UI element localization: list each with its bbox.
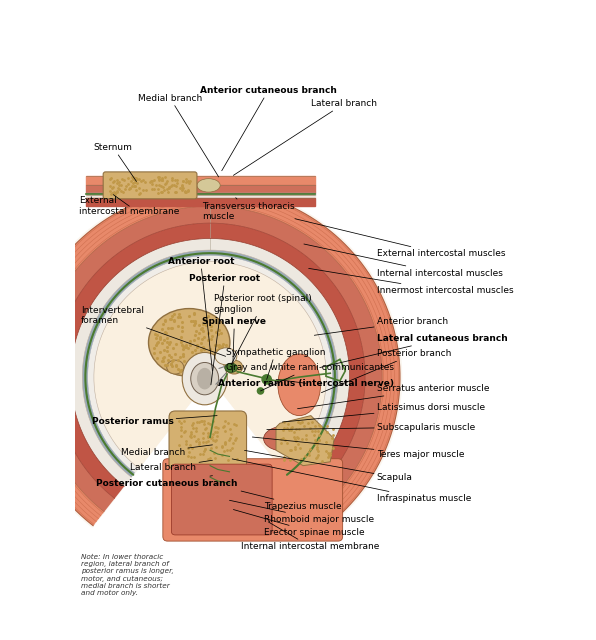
Text: Medial branch: Medial branch [121, 445, 212, 457]
Text: Rhomboid major muscle: Rhomboid major muscle [229, 500, 374, 524]
Text: External
intercostal membrane: External intercostal membrane [79, 195, 179, 216]
Polygon shape [86, 185, 315, 193]
Text: Spinal nerve: Spinal nerve [203, 317, 266, 372]
Polygon shape [86, 193, 315, 195]
Text: Posterior cutaneous branch: Posterior cutaneous branch [96, 476, 238, 488]
Text: Medial branch: Medial branch [138, 94, 219, 177]
Text: Sympathetic ganglion: Sympathetic ganglion [226, 348, 325, 380]
Polygon shape [86, 198, 315, 206]
Polygon shape [86, 176, 315, 185]
Ellipse shape [197, 179, 220, 192]
Text: Serratus anterior muscle: Serratus anterior muscle [297, 384, 489, 409]
Text: Teres major muscle: Teres major muscle [252, 437, 464, 459]
Polygon shape [55, 223, 365, 499]
Polygon shape [82, 250, 338, 477]
Text: Anterior ramus (intercostal nerve): Anterior ramus (intercostal nerve) [218, 379, 394, 388]
Text: Infraspinatus muscle: Infraspinatus muscle [232, 459, 471, 503]
Text: Lateral branch: Lateral branch [234, 99, 377, 175]
Text: Posterior ramus: Posterior ramus [92, 415, 217, 426]
FancyBboxPatch shape [163, 459, 343, 541]
Text: Posterior branch: Posterior branch [321, 349, 451, 392]
Ellipse shape [225, 364, 237, 372]
Ellipse shape [278, 354, 321, 415]
Circle shape [257, 388, 263, 394]
Text: Anterior cutaneous branch: Anterior cutaneous branch [200, 86, 337, 171]
Text: Posterior root (spinal)
ganglion: Posterior root (spinal) ganglion [214, 294, 312, 365]
Ellipse shape [215, 348, 237, 365]
Text: Internal intercostal membrane: Internal intercostal membrane [241, 522, 380, 551]
Text: Internal intercostal muscles: Internal intercostal muscles [304, 244, 502, 278]
Ellipse shape [226, 360, 243, 374]
Text: Transversus thoracis
muscle: Transversus thoracis muscle [203, 198, 295, 221]
Ellipse shape [167, 360, 184, 374]
Text: Anterior root: Anterior root [167, 257, 234, 371]
Text: Note: In lower thoracic
region, lateral branch of
posterior ramus is longer,
mot: Note: In lower thoracic region, lateral … [80, 554, 173, 596]
Text: Innermost intercostal muscles: Innermost intercostal muscles [309, 268, 513, 296]
Ellipse shape [182, 353, 227, 405]
Ellipse shape [299, 449, 331, 468]
Ellipse shape [285, 428, 328, 457]
Ellipse shape [292, 466, 330, 485]
Polygon shape [18, 187, 402, 527]
Polygon shape [71, 239, 350, 486]
Polygon shape [86, 195, 315, 198]
Text: Anterior branch: Anterior branch [314, 317, 448, 335]
Polygon shape [88, 255, 333, 473]
Polygon shape [94, 262, 327, 468]
Text: Latissimus dorsi muscle: Latissimus dorsi muscle [283, 403, 485, 422]
Text: Lateral cutaneous branch: Lateral cutaneous branch [320, 334, 508, 367]
Text: Gray and white rami communicantes: Gray and white rami communicantes [226, 364, 393, 391]
Text: External intercostal muscles: External intercostal muscles [295, 219, 505, 259]
Text: Posterior root: Posterior root [189, 274, 260, 385]
Polygon shape [38, 206, 382, 512]
Text: Erector spinae muscle: Erector spinae muscle [234, 509, 365, 537]
Circle shape [262, 375, 271, 384]
Text: Intervertebral
foramen: Intervertebral foramen [80, 306, 226, 356]
Text: Sternum: Sternum [94, 143, 136, 182]
FancyBboxPatch shape [103, 172, 197, 199]
Polygon shape [20, 188, 400, 525]
Ellipse shape [148, 308, 230, 376]
FancyBboxPatch shape [169, 411, 247, 470]
Ellipse shape [197, 368, 212, 389]
Polygon shape [276, 415, 334, 466]
Ellipse shape [263, 426, 304, 451]
Ellipse shape [191, 362, 219, 395]
Text: Lateral branch: Lateral branch [131, 460, 212, 472]
FancyBboxPatch shape [172, 464, 272, 535]
Text: Subscapularis muscle: Subscapularis muscle [267, 422, 475, 431]
Text: Scapula: Scapula [244, 451, 412, 482]
Text: Trapezius muscle: Trapezius muscle [241, 491, 342, 511]
